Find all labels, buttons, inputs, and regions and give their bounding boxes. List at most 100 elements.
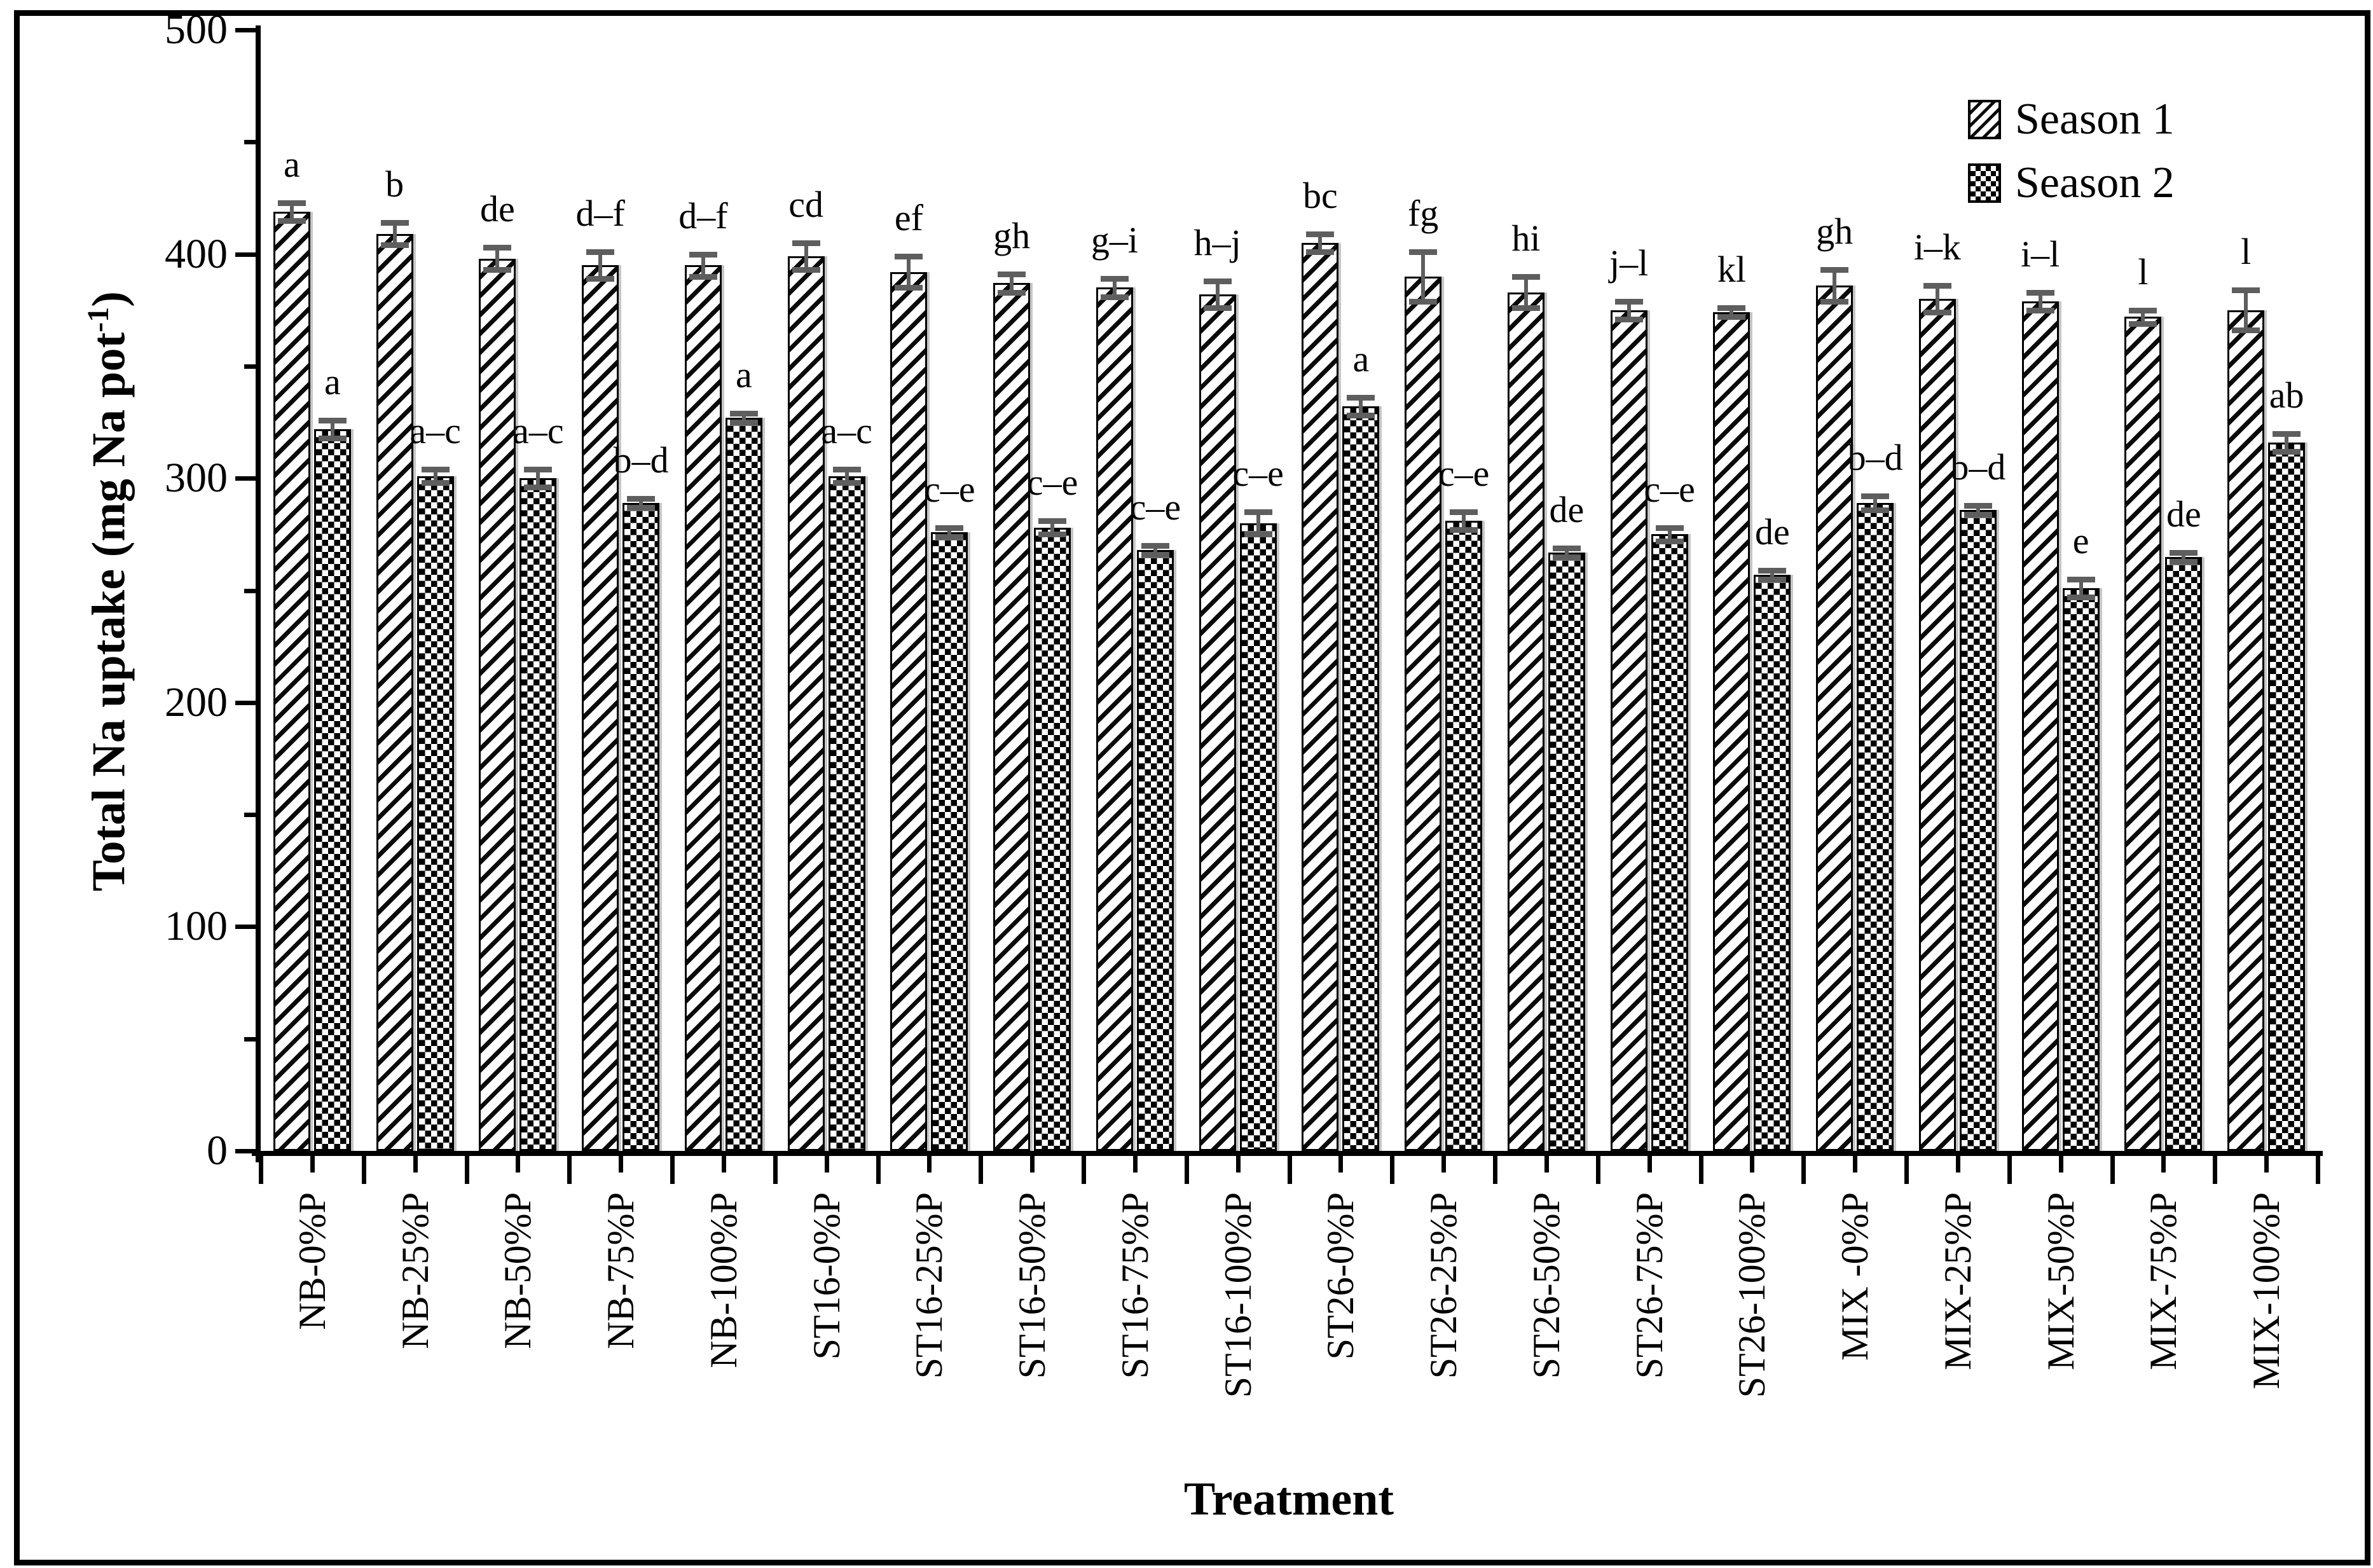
error-bar-cap-top	[689, 251, 717, 258]
error-bar-cap-bottom	[935, 533, 964, 540]
significance-letter: b–d	[1950, 446, 2006, 488]
error-bar-cap-top	[277, 200, 306, 206]
significance-letter: de	[480, 188, 515, 230]
category-label: ST16-50%P	[1011, 1192, 1054, 1379]
x-boundary-tick	[2110, 1156, 2115, 1184]
significance-letter: de	[1755, 511, 1790, 553]
error-bar-stem	[639, 498, 643, 508]
x-center-tick	[2058, 1156, 2063, 1173]
significance-letter: c–e	[1232, 453, 1284, 495]
bar-season2	[313, 429, 351, 1151]
error-bar-stem	[1112, 279, 1117, 297]
x-boundary-tick	[2007, 1156, 2012, 1184]
x-boundary-tick	[1082, 1156, 1086, 1184]
error-bar-cap-top	[792, 240, 820, 246]
significance-letter: d–f	[678, 195, 728, 237]
error-bar-cap-top	[1552, 545, 1581, 551]
bar-season1	[2124, 317, 2162, 1151]
significance-letter: de	[1549, 488, 1585, 530]
y-tick-label: 400	[165, 230, 228, 277]
y-minor-tick	[244, 588, 256, 593]
category-label: ST26-100%P	[1731, 1192, 1773, 1398]
bar-season1	[273, 211, 310, 1151]
error-bar-cap-top	[1450, 509, 1478, 516]
y-major-tick	[235, 700, 256, 705]
error-bar-cap-bottom	[1203, 305, 1232, 312]
error-bar-cap-bottom	[1861, 507, 1890, 513]
error-bar-cap-top	[1614, 298, 1643, 305]
error-bar-cap-top	[2170, 549, 2198, 556]
significance-letter: h–j	[1193, 221, 1241, 263]
error-bar-stem	[2285, 433, 2289, 451]
error-bar-cap-bottom	[2067, 595, 2095, 601]
figure-border	[14, 10, 2370, 1565]
error-bar-cap-top	[729, 410, 758, 416]
error-bar-cap-bottom	[483, 267, 512, 273]
category-label: MIX-50%P	[2039, 1192, 2082, 1370]
error-bar-cap-top	[935, 525, 964, 531]
error-bar-cap-bottom	[1758, 576, 1787, 582]
x-boundary-tick	[2316, 1156, 2320, 1184]
bar-season2	[2268, 442, 2306, 1151]
legend-swatch-season2-checker-icon	[1968, 163, 2001, 203]
error-bar-stem	[1524, 276, 1528, 308]
bar-season1	[582, 265, 619, 1151]
legend-item-season1: Season 1	[1968, 88, 2175, 151]
bar-season2	[1342, 406, 1380, 1151]
error-bar-stem	[495, 247, 500, 270]
error-bar-stem	[1010, 274, 1014, 292]
x-center-tick	[721, 1156, 726, 1173]
x-axis-line	[252, 1151, 2323, 1156]
category-label: ST26-0%P	[1319, 1192, 1362, 1360]
x-center-tick	[1338, 1156, 1344, 1173]
error-bar-stem	[1976, 505, 1980, 514]
category-label: ST26-50%P	[1525, 1192, 1567, 1379]
significance-letter: c–e	[1026, 462, 1078, 504]
y-major-tick	[235, 252, 256, 257]
error-bar-cap-bottom	[1306, 249, 1335, 256]
error-bar-cap-top	[586, 249, 615, 256]
error-bar-stem	[330, 420, 334, 438]
error-bar-cap-bottom	[2170, 558, 2198, 565]
bar-season2	[1239, 523, 1277, 1151]
error-bar-cap-top	[1038, 518, 1067, 525]
error-bar-cap-bottom	[1141, 552, 1169, 558]
category-label: MIX-100%P	[2245, 1192, 2288, 1389]
error-bar-stem	[2038, 292, 2042, 310]
x-axis-title: Treatment	[1183, 1473, 1394, 1525]
legend-label-season2: Season 2	[2015, 158, 2175, 207]
significance-letter: a–c	[409, 410, 461, 452]
error-bar-cap-bottom	[421, 480, 450, 486]
x-boundary-tick	[361, 1156, 366, 1184]
bar-season2	[1651, 534, 1688, 1151]
bar-season1	[890, 272, 928, 1151]
x-boundary-tick	[1595, 1156, 1600, 1184]
bar-season1	[684, 265, 722, 1151]
bar-season1	[1918, 299, 1956, 1151]
category-label: ST26-75%P	[1628, 1192, 1670, 1379]
error-bar-cap-bottom	[2026, 307, 2054, 313]
error-bar-cap-bottom	[2232, 327, 2260, 334]
bar-season2	[1959, 509, 1997, 1151]
error-bar-cap-top	[483, 245, 512, 251]
category-label: NB-100%P	[702, 1192, 745, 1368]
significance-letter: b	[385, 163, 404, 205]
bar-season1	[479, 258, 516, 1151]
error-bar-cap-bottom	[627, 505, 656, 511]
error-bar-cap-bottom	[1820, 298, 1849, 305]
significance-letter: hi	[1511, 217, 1541, 259]
error-bar-cap-bottom	[1511, 305, 1540, 312]
significance-letter: j–l	[1609, 242, 1649, 284]
y-minor-tick	[244, 140, 256, 145]
error-bar-stem	[2141, 310, 2145, 324]
bar-season1	[1302, 242, 1339, 1151]
error-bar-stem	[804, 242, 808, 270]
x-center-tick	[1750, 1156, 1755, 1173]
error-bar-cap-top	[1655, 525, 1684, 531]
significance-letter: ab	[2269, 374, 2304, 416]
category-label: NB-75%P	[600, 1192, 642, 1349]
x-center-tick	[824, 1156, 829, 1173]
error-bar-cap-top	[832, 467, 861, 473]
error-bar-cap-bottom	[1038, 532, 1067, 538]
error-bar-stem	[1833, 270, 1837, 301]
